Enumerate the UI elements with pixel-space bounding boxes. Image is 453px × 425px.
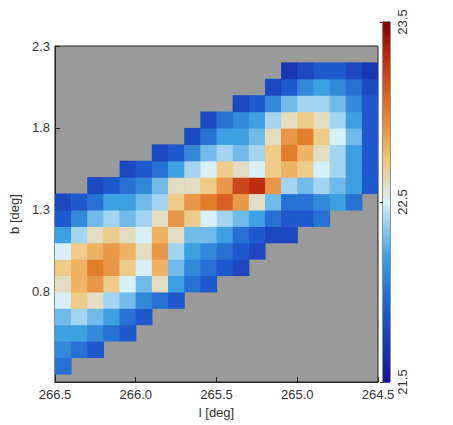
svg-text:266.5: 266.5 <box>39 387 72 402</box>
svg-text:265.5: 265.5 <box>200 387 233 402</box>
svg-text:l [deg]: l [deg] <box>199 405 234 420</box>
svg-text:21.5: 21.5 <box>395 369 410 394</box>
svg-text:2.3: 2.3 <box>32 39 50 54</box>
svg-text:264.5: 264.5 <box>362 387 395 402</box>
svg-text:0.8: 0.8 <box>32 284 50 299</box>
svg-text:1.3: 1.3 <box>32 202 50 217</box>
svg-text:265.0: 265.0 <box>281 387 314 402</box>
svg-text:23.5: 23.5 <box>395 9 410 34</box>
svg-text:b [deg]: b [deg] <box>7 194 22 234</box>
svg-text:1.8: 1.8 <box>32 120 50 135</box>
svg-text:22.5: 22.5 <box>395 189 410 214</box>
svg-text:266.0: 266.0 <box>119 387 152 402</box>
